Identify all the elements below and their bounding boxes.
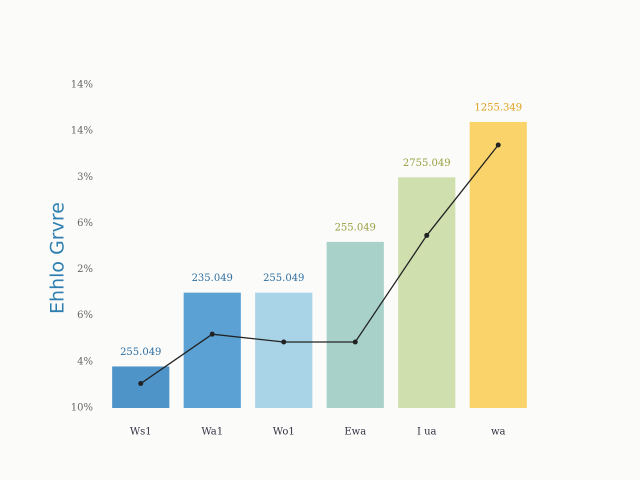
bar (469, 121, 527, 409)
x-tick-label: Ws1 (130, 427, 152, 438)
bar (398, 177, 456, 408)
line-point (281, 339, 287, 345)
bar-annotation: 2755.049 (403, 158, 451, 169)
y-tick-label: 6% (77, 310, 93, 321)
bar (255, 292, 313, 408)
bar (183, 292, 241, 408)
bar-annotation: 1255.349 (474, 102, 522, 113)
x-tick-label: I ua (417, 427, 437, 438)
x-tick-label: wa (491, 427, 506, 438)
line-point (209, 331, 215, 337)
bar-annotation: 235.049 (192, 273, 233, 284)
y-tick-label: 10% (71, 403, 93, 414)
line-point (352, 339, 358, 345)
x-tick-label: Wo1 (273, 427, 295, 438)
bar-annotation: 255.049 (120, 347, 161, 358)
line-point (495, 142, 501, 148)
y-tick-label: 3% (77, 172, 93, 183)
chart-title: Ehhlo Grvre (47, 202, 69, 314)
y-tick-label: 6% (77, 218, 93, 229)
line-point (138, 381, 144, 387)
bar-annotation: 255.049 (335, 222, 376, 233)
y-tick-label: 14% (71, 126, 93, 137)
bar-annotation: 255.049 (263, 273, 304, 284)
bar (112, 366, 170, 408)
y-tick-label: 14% (71, 80, 93, 91)
y-tick-label: 4% (77, 356, 93, 367)
x-tick-label: Wa1 (201, 427, 223, 438)
x-tick-label: Ewa (344, 427, 366, 438)
bar (326, 241, 384, 408)
line-point (424, 232, 430, 238)
y-tick-label: 2% (77, 264, 93, 275)
line (140, 144, 499, 385)
